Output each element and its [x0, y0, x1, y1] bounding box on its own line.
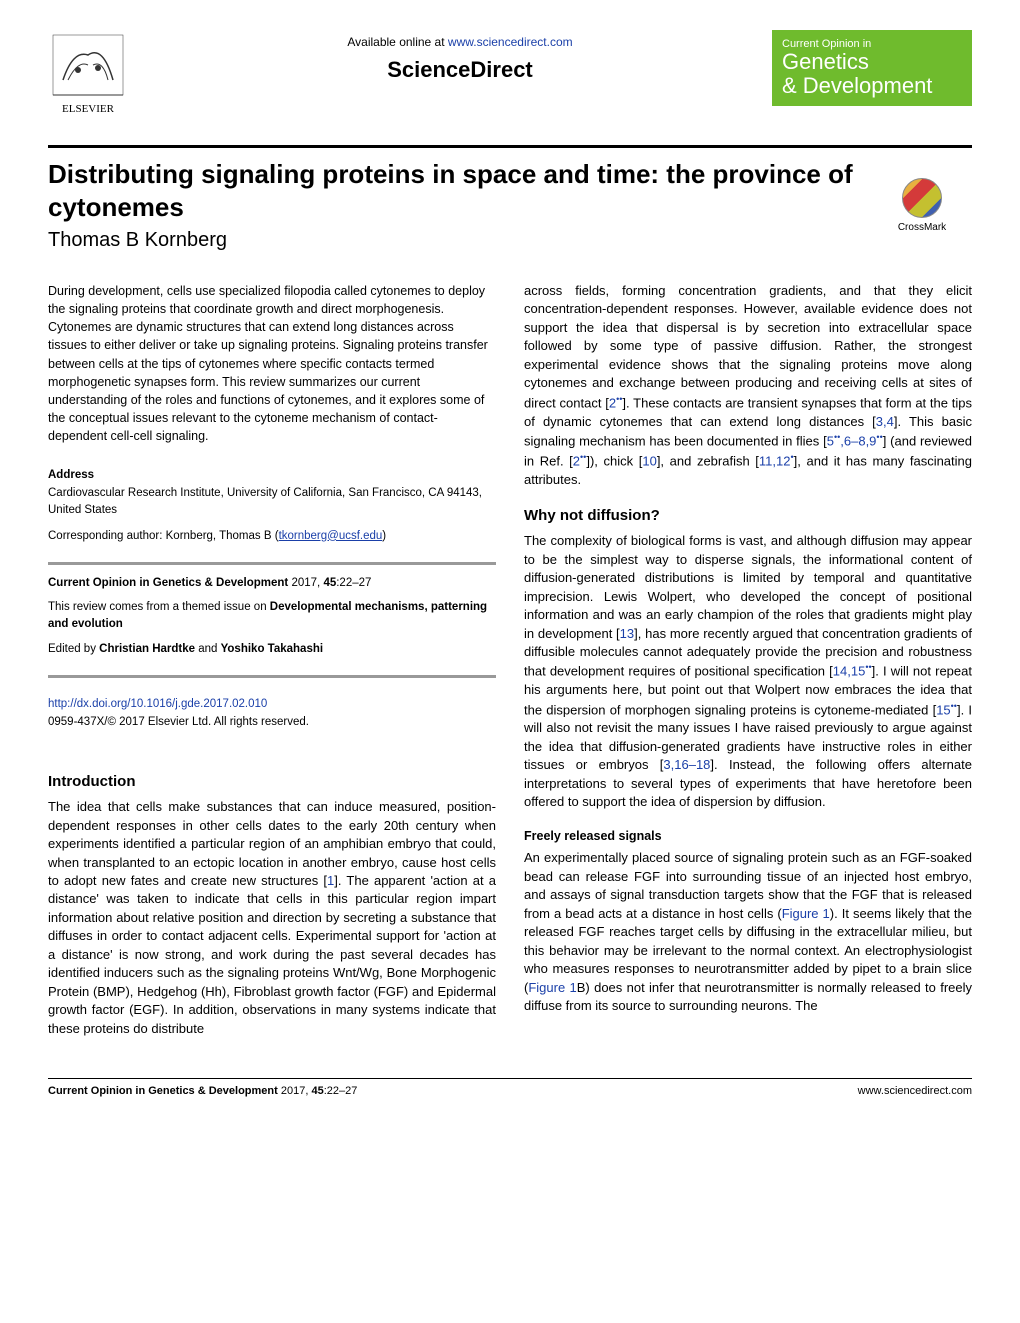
why-p1: The complexity of biological forms is va…: [524, 532, 972, 811]
ref-13[interactable]: 13: [620, 626, 634, 641]
footer: Current Opinion in Genetics & Developmen…: [48, 1078, 972, 1097]
elsevier-logo: ELSEVIER: [48, 30, 128, 125]
ref-1415[interactable]: 14,15: [833, 664, 866, 679]
left-column: During development, cells use specialize…: [48, 282, 496, 1038]
badge-line2: Genetics: [782, 50, 962, 74]
badge-line3: & Development: [782, 74, 962, 98]
sciencedirect-logo: ScienceDirect: [148, 57, 772, 83]
address-text: Cardiovascular Research Institute, Unive…: [48, 485, 496, 517]
freely-head: Freely released signals: [524, 828, 972, 846]
page: ELSEVIER Available online at www.science…: [0, 0, 1020, 1127]
infobox: Current Opinion in Genetics & Developmen…: [48, 562, 496, 679]
themed-issue: This review comes from a themed issue on…: [48, 599, 496, 632]
copyright: 0959-437X/© 2017 Elsevier Ltd. All right…: [48, 714, 496, 731]
ref-2b[interactable]: 2: [573, 453, 580, 468]
ref-5[interactable]: 5: [827, 433, 834, 448]
col2-p1: across fields, forming concentration gra…: [524, 282, 972, 489]
freely-p1: An experimentally placed source of signa…: [524, 849, 972, 1015]
corresponding-author: Corresponding author: Kornberg, Thomas B…: [48, 528, 496, 544]
right-column: across fields, forming concentration gra…: [524, 282, 972, 1038]
doi-link[interactable]: http://dx.doi.org/10.1016/j.gde.2017.02.…: [48, 698, 267, 710]
columns: During development, cells use specialize…: [48, 282, 972, 1038]
figure-1-link[interactable]: Figure 1: [782, 906, 830, 921]
title-block: Distributing signaling proteins in space…: [48, 158, 872, 252]
header: ELSEVIER Available online at www.science…: [48, 30, 972, 125]
footer-right: www.sciencedirect.com: [858, 1085, 972, 1097]
sciencedirect-link[interactable]: www.sciencedirect.com: [448, 35, 573, 49]
abstract: During development, cells use specialize…: [48, 282, 496, 445]
ref-34[interactable]: 3,4: [876, 414, 894, 429]
ref-31618[interactable]: 3,16–18: [663, 757, 710, 772]
author-email[interactable]: tkornberg@ucsf.edu: [279, 530, 383, 542]
crossmark[interactable]: CrossMark: [872, 158, 972, 252]
title-row: Distributing signaling proteins in space…: [48, 145, 972, 252]
crossmark-icon: [902, 178, 942, 218]
figure-1b-link[interactable]: Figure 1: [528, 980, 576, 995]
citation: Current Opinion in Genetics & Developmen…: [48, 575, 496, 592]
address-head: Address: [48, 467, 496, 483]
intro-p1: The idea that cells make substances that…: [48, 798, 496, 1038]
crossmark-text: CrossMark: [872, 222, 972, 233]
intro-head: Introduction: [48, 771, 496, 792]
why-head: Why not diffusion?: [524, 505, 972, 526]
doi-box: http://dx.doi.org/10.1016/j.gde.2017.02.…: [48, 696, 496, 731]
author: Thomas B Kornberg: [48, 229, 872, 252]
article-title: Distributing signaling proteins in space…: [48, 158, 872, 223]
available-text: Available online at www.sciencedirect.co…: [148, 35, 772, 49]
journal-badge: Current Opinion in Genetics & Developmen…: [772, 30, 972, 106]
ref-15[interactable]: 15: [936, 702, 950, 717]
ref-1112[interactable]: 11,12: [759, 453, 791, 468]
ref-2[interactable]: 2: [609, 395, 616, 410]
footer-left: Current Opinion in Genetics & Developmen…: [48, 1085, 357, 1097]
elsevier-text: ELSEVIER: [62, 103, 115, 115]
editors: Edited by Christian Hardtke and Yoshiko …: [48, 641, 496, 658]
ref-10[interactable]: 10: [642, 453, 656, 468]
header-center: Available online at www.sciencedirect.co…: [148, 30, 772, 83]
